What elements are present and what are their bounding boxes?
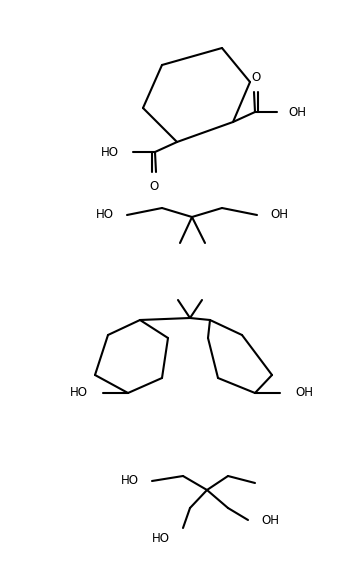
- Text: OH: OH: [295, 387, 313, 400]
- Text: HO: HO: [96, 209, 114, 222]
- Text: OH: OH: [270, 209, 288, 222]
- Text: HO: HO: [70, 387, 88, 400]
- Text: O: O: [252, 71, 260, 84]
- Text: O: O: [149, 180, 159, 193]
- Text: HO: HO: [121, 475, 139, 488]
- Text: HO: HO: [101, 146, 119, 159]
- Text: OH: OH: [261, 514, 279, 527]
- Text: OH: OH: [288, 105, 306, 119]
- Text: HO: HO: [152, 532, 170, 545]
